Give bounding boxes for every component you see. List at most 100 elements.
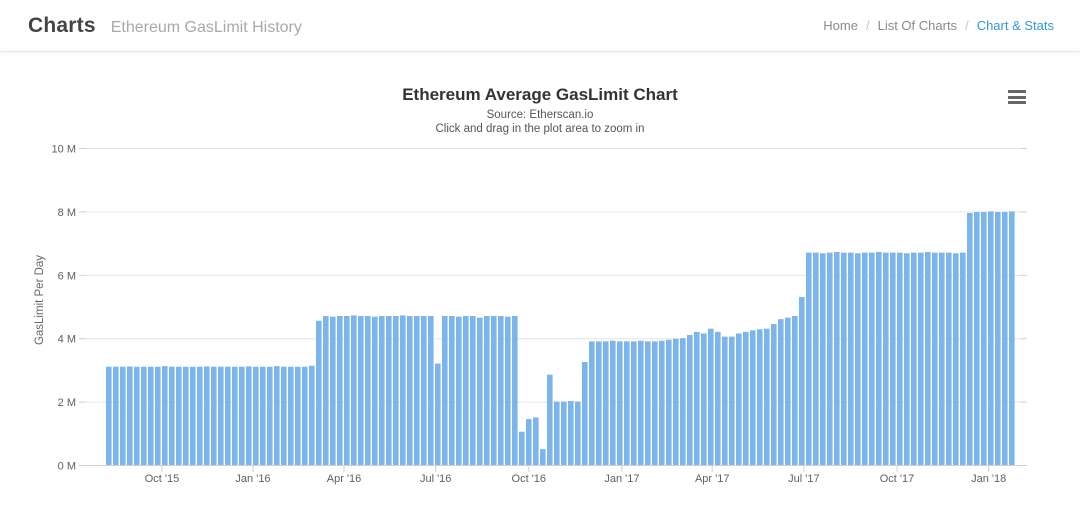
bar[interactable] bbox=[393, 316, 399, 465]
bar[interactable] bbox=[995, 212, 1001, 465]
bar[interactable] bbox=[463, 316, 469, 465]
bar[interactable] bbox=[519, 431, 525, 465]
bar[interactable] bbox=[799, 296, 805, 465]
bar[interactable] bbox=[757, 329, 763, 465]
bar[interactable] bbox=[281, 366, 287, 465]
bar[interactable] bbox=[981, 212, 987, 465]
bar[interactable] bbox=[631, 341, 637, 465]
bar[interactable] bbox=[603, 341, 609, 465]
bar[interactable] bbox=[547, 374, 553, 465]
bar[interactable] bbox=[841, 252, 847, 465]
bar[interactable] bbox=[428, 316, 434, 465]
bar[interactable] bbox=[155, 366, 161, 465]
bar[interactable] bbox=[792, 316, 798, 465]
bar[interactable] bbox=[337, 316, 343, 465]
bar[interactable] bbox=[197, 366, 203, 465]
bar[interactable] bbox=[190, 366, 196, 465]
bar[interactable] bbox=[988, 211, 994, 465]
bar[interactable] bbox=[344, 316, 350, 465]
bar[interactable] bbox=[554, 401, 560, 465]
bar[interactable] bbox=[890, 252, 896, 465]
bar[interactable] bbox=[169, 366, 175, 465]
bar[interactable] bbox=[141, 366, 147, 465]
bar[interactable] bbox=[120, 366, 126, 465]
bar[interactable] bbox=[491, 316, 497, 465]
bar[interactable] bbox=[232, 366, 238, 465]
bar[interactable] bbox=[526, 419, 532, 465]
bar[interactable] bbox=[435, 363, 441, 465]
bar[interactable] bbox=[617, 341, 623, 465]
bar[interactable] bbox=[652, 341, 658, 465]
bar[interactable] bbox=[638, 340, 644, 465]
bar[interactable] bbox=[750, 330, 756, 465]
bar[interactable] bbox=[316, 320, 322, 465]
bar[interactable] bbox=[218, 366, 224, 465]
bar[interactable] bbox=[911, 252, 917, 465]
bar[interactable] bbox=[610, 340, 616, 465]
bar[interactable] bbox=[1009, 211, 1015, 465]
bar[interactable] bbox=[239, 366, 245, 465]
bar[interactable] bbox=[1002, 212, 1008, 465]
bar[interactable] bbox=[582, 361, 588, 465]
bar[interactable] bbox=[939, 252, 945, 465]
bar[interactable] bbox=[813, 252, 819, 465]
bar[interactable] bbox=[442, 316, 448, 465]
bar[interactable] bbox=[288, 366, 294, 465]
bar[interactable] bbox=[323, 316, 329, 465]
bar[interactable] bbox=[309, 365, 315, 465]
bar[interactable] bbox=[855, 253, 861, 465]
bar[interactable] bbox=[925, 251, 931, 465]
bar[interactable] bbox=[645, 341, 651, 465]
bar[interactable] bbox=[470, 316, 476, 465]
bar[interactable] bbox=[330, 316, 336, 465]
bar[interactable] bbox=[974, 212, 980, 465]
breadcrumb-home[interactable]: Home bbox=[823, 18, 858, 33]
bar[interactable] bbox=[225, 366, 231, 465]
bar[interactable] bbox=[960, 252, 966, 465]
bar[interactable] bbox=[596, 341, 602, 465]
bar[interactable] bbox=[267, 366, 273, 465]
bar[interactable] bbox=[869, 252, 875, 465]
bar[interactable] bbox=[687, 335, 693, 465]
bar[interactable] bbox=[575, 401, 581, 465]
bar[interactable] bbox=[932, 252, 938, 465]
bar[interactable] bbox=[827, 252, 833, 465]
bar[interactable] bbox=[701, 333, 707, 465]
bar[interactable] bbox=[421, 316, 427, 465]
bar[interactable] bbox=[386, 316, 392, 465]
bar[interactable] bbox=[771, 323, 777, 465]
bar[interactable] bbox=[743, 331, 749, 465]
bar[interactable] bbox=[253, 366, 259, 465]
bar[interactable] bbox=[134, 366, 140, 465]
chart-context-menu-button[interactable] bbox=[1008, 90, 1026, 105]
bar[interactable] bbox=[211, 366, 217, 465]
bar[interactable] bbox=[162, 366, 168, 465]
bar[interactable] bbox=[953, 253, 959, 465]
bar[interactable] bbox=[505, 316, 511, 465]
bar[interactable] bbox=[897, 252, 903, 465]
bar[interactable] bbox=[400, 315, 406, 465]
bar[interactable] bbox=[820, 253, 826, 465]
bar[interactable] bbox=[372, 316, 378, 465]
bar[interactable] bbox=[302, 366, 308, 465]
bar[interactable] bbox=[883, 252, 889, 465]
bar[interactable] bbox=[722, 336, 728, 465]
bar[interactable] bbox=[729, 336, 735, 465]
bar[interactable] bbox=[407, 316, 413, 465]
bar[interactable] bbox=[834, 251, 840, 465]
bar[interactable] bbox=[456, 316, 462, 465]
bar[interactable] bbox=[918, 252, 924, 465]
bar[interactable] bbox=[176, 366, 182, 465]
bar[interactable] bbox=[708, 328, 714, 465]
bar[interactable] bbox=[183, 366, 189, 465]
bar[interactable] bbox=[295, 366, 301, 465]
bar[interactable] bbox=[876, 251, 882, 465]
bar[interactable] bbox=[666, 339, 672, 465]
bar[interactable] bbox=[246, 366, 252, 465]
bar[interactable] bbox=[848, 252, 854, 465]
bar[interactable] bbox=[414, 316, 420, 465]
bar[interactable] bbox=[148, 366, 154, 465]
bar[interactable] bbox=[659, 340, 665, 465]
bar[interactable] bbox=[484, 316, 490, 465]
